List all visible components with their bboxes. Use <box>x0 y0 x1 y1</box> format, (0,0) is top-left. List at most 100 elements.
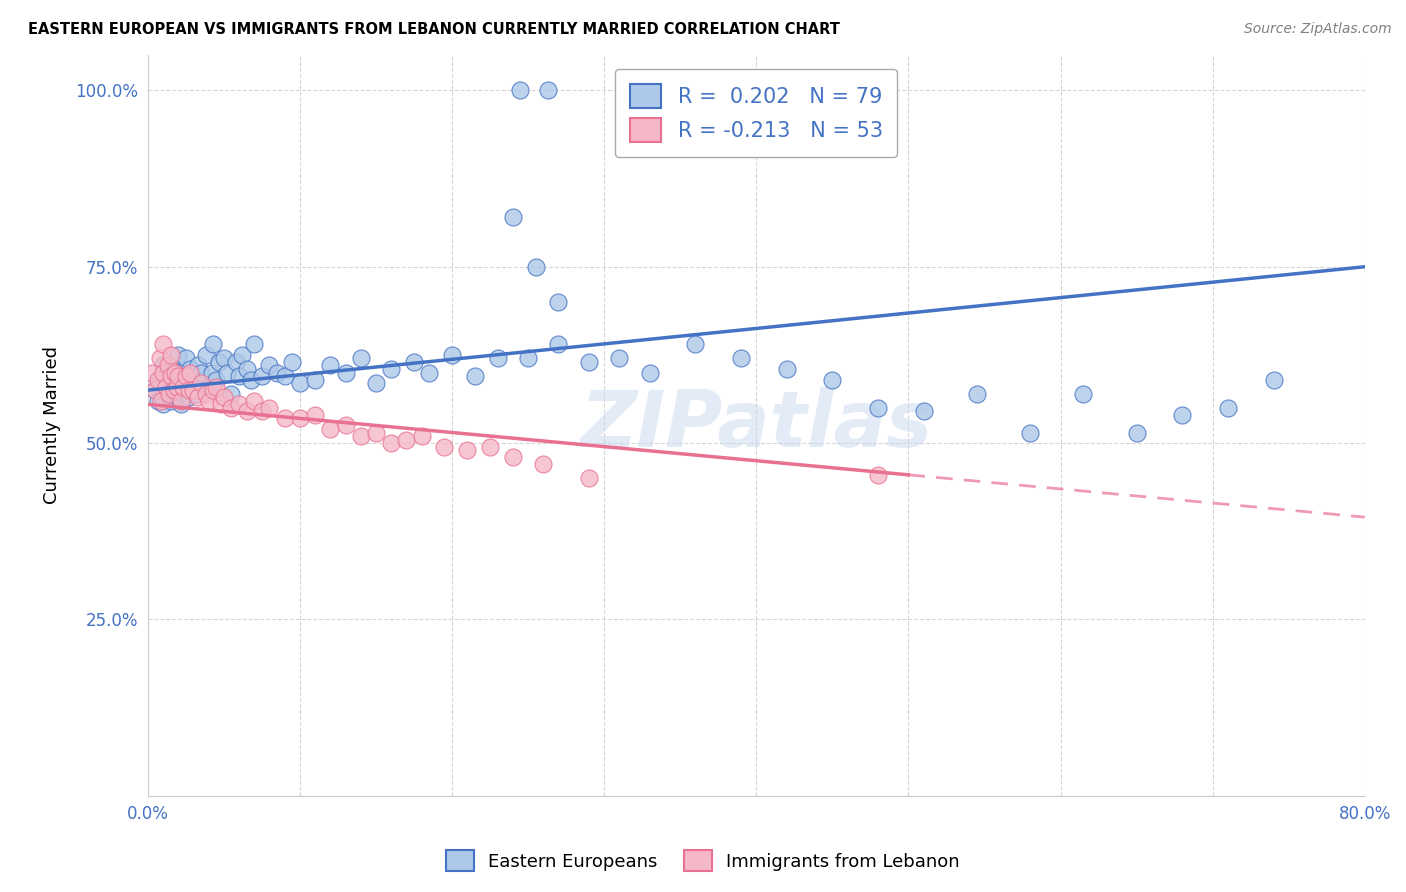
Text: EASTERN EUROPEAN VS IMMIGRANTS FROM LEBANON CURRENTLY MARRIED CORRELATION CHART: EASTERN EUROPEAN VS IMMIGRANTS FROM LEBA… <box>28 22 839 37</box>
Point <box>304 373 326 387</box>
Point <box>395 433 418 447</box>
Point <box>197 379 219 393</box>
Point <box>273 411 295 425</box>
Point <box>240 373 263 387</box>
Point <box>531 457 554 471</box>
Point <box>231 348 253 362</box>
Point <box>159 348 181 362</box>
Point <box>304 408 326 422</box>
Point <box>259 359 281 373</box>
Point <box>259 401 281 415</box>
Point <box>288 376 311 391</box>
Legend: R =  0.202   N = 79, R = -0.213   N = 53: R = 0.202 N = 79, R = -0.213 N = 53 <box>616 70 897 157</box>
Point <box>170 366 193 380</box>
Point <box>205 373 228 387</box>
Point <box>152 337 174 351</box>
Point <box>205 379 228 393</box>
Point <box>1019 425 1042 440</box>
Point <box>159 393 181 408</box>
Point <box>440 348 463 362</box>
Point <box>1125 425 1147 440</box>
Point <box>215 366 238 380</box>
Point <box>411 429 433 443</box>
Point <box>194 386 217 401</box>
Point <box>350 429 373 443</box>
Point <box>190 366 212 380</box>
Point <box>866 467 889 482</box>
Point <box>486 351 509 366</box>
Point <box>221 386 243 401</box>
Point <box>167 386 190 401</box>
Legend: Eastern Europeans, Immigrants from Lebanon: Eastern Europeans, Immigrants from Leban… <box>439 843 967 879</box>
Point <box>350 351 373 366</box>
Point <box>157 386 180 401</box>
Point <box>156 369 179 384</box>
Point <box>155 379 177 393</box>
Point <box>155 379 177 393</box>
Point <box>479 440 502 454</box>
Text: Source: ZipAtlas.com: Source: ZipAtlas.com <box>1244 22 1392 37</box>
Point <box>143 383 166 397</box>
Point <box>235 362 257 376</box>
Point <box>159 369 181 384</box>
Point <box>456 443 478 458</box>
Point <box>183 373 205 387</box>
Point <box>638 366 661 380</box>
Point <box>172 379 194 393</box>
Point <box>1073 386 1095 401</box>
Point <box>509 83 531 97</box>
Point <box>1263 373 1285 387</box>
Point <box>402 355 425 369</box>
Point <box>190 376 212 391</box>
Point <box>537 83 560 97</box>
Point <box>912 404 935 418</box>
Point <box>202 337 225 351</box>
Y-axis label: Currently Married: Currently Married <box>44 346 60 505</box>
Point <box>225 355 247 369</box>
Point <box>179 366 201 380</box>
Point <box>174 351 197 366</box>
Point <box>250 369 273 384</box>
Point <box>197 393 219 408</box>
Point <box>201 366 224 380</box>
Point <box>149 373 172 387</box>
Point <box>167 369 190 384</box>
Point <box>159 362 181 376</box>
Point <box>250 404 273 418</box>
Point <box>578 355 600 369</box>
Point <box>187 390 209 404</box>
Point <box>418 366 440 380</box>
Point <box>152 359 174 373</box>
Point <box>433 440 456 454</box>
Point <box>165 369 187 384</box>
Point <box>162 386 184 401</box>
Point <box>685 337 707 351</box>
Point <box>364 425 387 440</box>
Point <box>228 397 250 411</box>
Point <box>208 355 231 369</box>
Point <box>193 383 215 397</box>
Point <box>228 369 250 384</box>
Point <box>464 369 486 384</box>
Point <box>148 373 170 387</box>
Point <box>243 393 266 408</box>
Point <box>174 369 197 384</box>
Point <box>187 359 209 373</box>
Point <box>966 386 988 401</box>
Point <box>152 366 174 380</box>
Point <box>170 393 193 408</box>
Point <box>174 379 197 393</box>
Point <box>148 393 170 408</box>
Point <box>380 436 402 450</box>
Text: ZIPatlas: ZIPatlas <box>581 387 932 464</box>
Point <box>162 383 184 397</box>
Point <box>186 386 208 401</box>
Point <box>380 362 402 376</box>
Point <box>156 359 179 373</box>
Point <box>212 390 235 404</box>
Point <box>202 383 225 397</box>
Point <box>167 348 190 362</box>
Point <box>1216 401 1239 415</box>
Point <box>194 348 217 362</box>
Point <box>149 351 172 366</box>
